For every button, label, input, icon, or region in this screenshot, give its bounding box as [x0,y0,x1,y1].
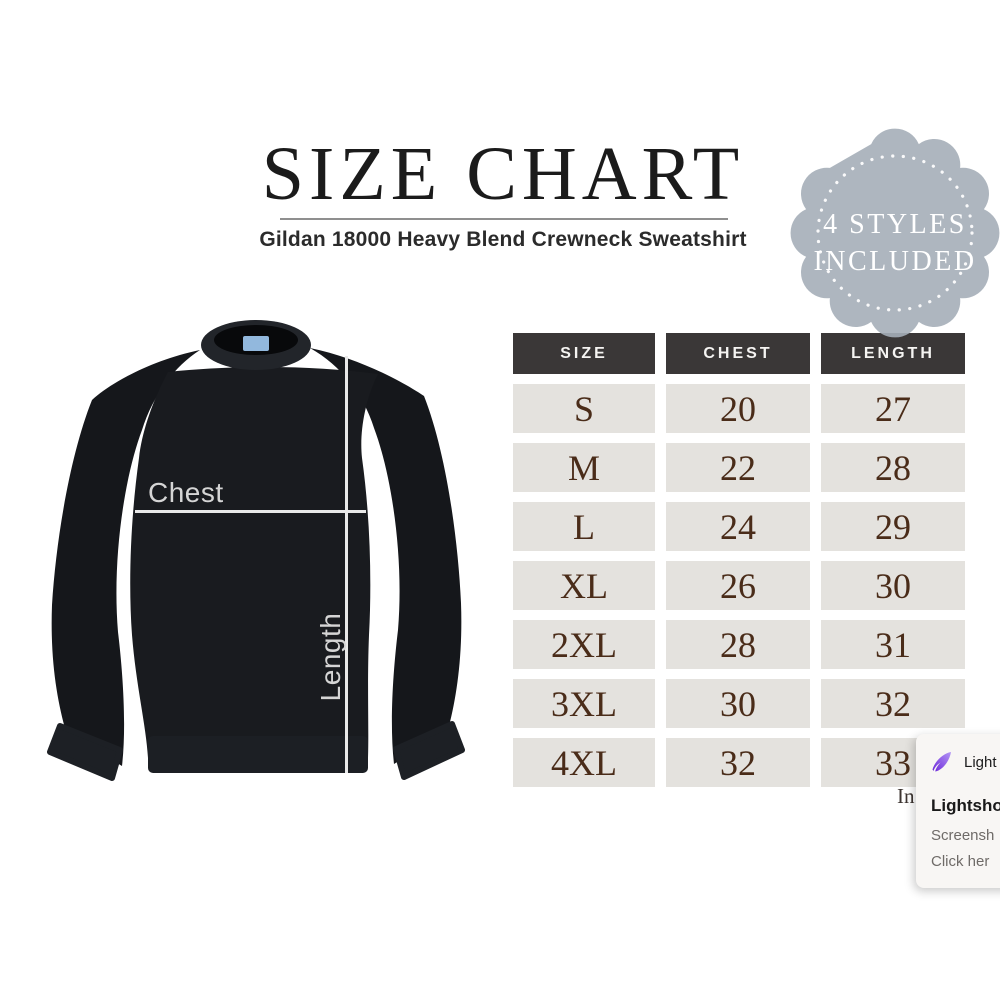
sweatshirt-left-sleeve [51,350,200,766]
length-label: Length [315,612,346,702]
feather-icon [932,752,951,772]
gildan-tag [243,336,269,351]
toast-body-line2: Click her [931,853,990,870]
size-cell: M [513,443,655,492]
sweatshirt-waistband [148,736,368,773]
chest-cell: 20 [666,384,810,433]
size-cell: 4XL [513,738,655,787]
header-cell-chest: CHEST [666,333,810,374]
size-cell: S [513,384,655,433]
chest-measure-line [135,510,366,513]
chest-cell: 32 [666,738,810,787]
toast-app-row: Light [930,751,997,773]
chest-cell: 30 [666,679,810,728]
chest-cell: 26 [666,561,810,610]
sweatshirt-left-cuff [47,723,123,781]
header-cell-size: SIZE [513,333,655,374]
title-divider [280,218,728,220]
toast-body-line1: Screensh [931,827,995,844]
page-subtitle: Gildan 18000 Heavy Blend Crewneck Sweats… [259,228,747,251]
length-cell: 31 [821,620,965,669]
size-cell: XL [513,561,655,610]
chest-cell: 24 [666,502,810,551]
sweatshirt-right-cuff [393,721,465,780]
size-cell: L [513,502,655,551]
chest-cell: 22 [666,443,810,492]
size-cell: 3XL [513,679,655,728]
length-cell: 27 [821,384,965,433]
length-cell: 28 [821,443,965,492]
sweatshirt-collar [201,320,311,370]
page-title: SIZE CHART [261,132,745,216]
length-cell: 29 [821,502,965,551]
size-table: SIZE CHEST LENGTH S 20 27 M 22 28 L 24 29 XL 26 30 2… [513,333,965,787]
notification-toast[interactable]: Light Lightsho Screensh Click her [916,734,1000,888]
length-cell: 30 [821,561,965,610]
size-cell: 2XL [513,620,655,669]
chest-label: Chest [148,477,224,508]
length-cell: 32 [821,679,965,728]
header-cell-length: LENGTH [821,333,965,374]
length-measure-line [345,356,348,773]
sweatshirt-neck-opening [214,325,298,355]
toast-title: Lightsho [931,796,1000,815]
toast-app-name: Light [964,753,997,771]
unit-note: In [897,784,915,808]
sweatshirt-right-sleeve [310,348,462,764]
chest-cell: 28 [666,620,810,669]
